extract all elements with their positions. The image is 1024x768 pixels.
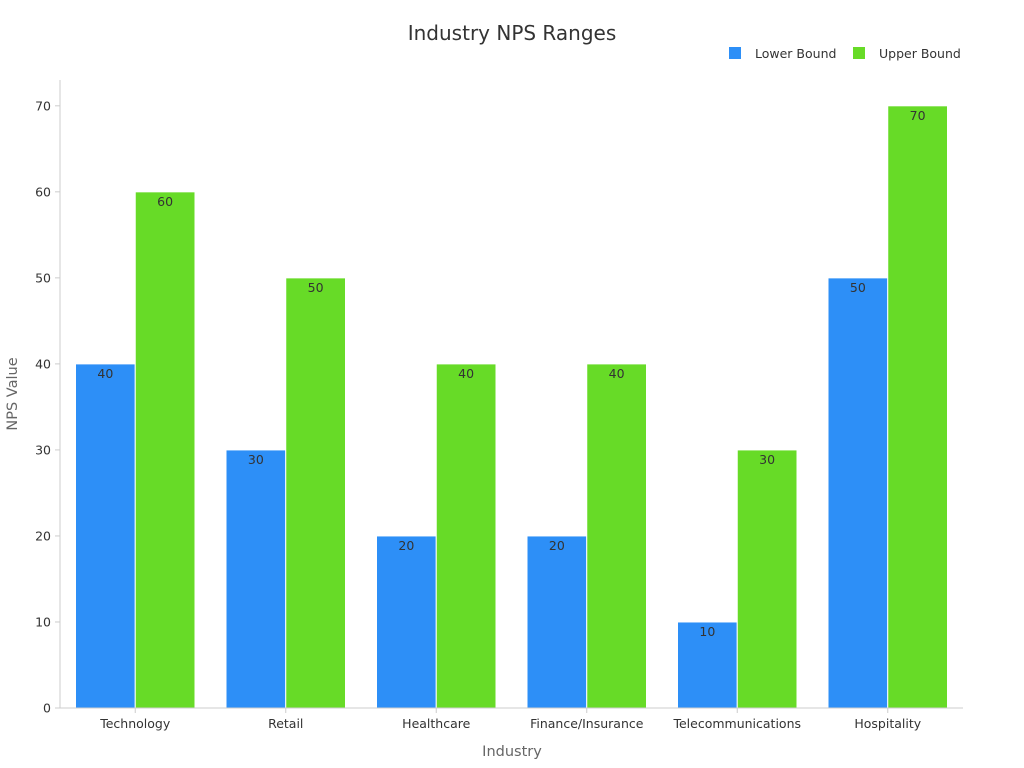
y-tick-label: 0 <box>43 701 51 716</box>
bar-retail-lower-bound <box>225 449 287 709</box>
y-tick-label: 70 <box>35 98 51 113</box>
y-tick-label: 30 <box>35 442 51 457</box>
x-axis-title: Industry <box>482 744 542 760</box>
y-ticks: 0 10 20 30 40 50 60 70 <box>35 98 60 716</box>
data-label-retail-lower-bound: 30 <box>248 452 264 467</box>
legend-swatch-upper-bound <box>853 47 865 59</box>
legend-swatch-lower-bound <box>729 47 741 59</box>
bar-retail-upper-bound <box>285 277 346 709</box>
bar-technology-lower-bound <box>75 363 136 709</box>
data-label-finance-insurance-lower-bound: 20 <box>549 538 565 553</box>
y-tick-label: 60 <box>35 184 51 199</box>
x-tick-label-technology: Technology <box>99 716 171 731</box>
data-label-retail-upper-bound: 50 <box>308 280 324 295</box>
y-tick-label: 10 <box>35 614 51 629</box>
y-tick-label: 50 <box>35 270 51 285</box>
x-tick-label-healthcare: Healthcare <box>402 716 470 731</box>
bar-telecommunications-upper-bound <box>736 449 798 709</box>
legend-label-lower-bound: Lower Bound <box>755 46 836 61</box>
bar-healthcare-lower-bound <box>376 535 437 709</box>
data-label-technology-upper-bound: 60 <box>157 194 173 209</box>
x-tick-label-retail: Retail <box>268 716 303 731</box>
y-axis-title: NPS Value <box>5 357 21 430</box>
bar-healthcare-upper-bound <box>435 363 497 709</box>
data-label-healthcare-upper-bound: 40 <box>458 366 474 381</box>
data-label-telecommunications-lower-bound: 10 <box>699 624 715 639</box>
data-label-hospitality-lower-bound: 50 <box>850 280 866 295</box>
x-tick-label-telecommunications: Telecommunications <box>672 716 801 731</box>
data-label-telecommunications-upper-bound: 30 <box>759 452 775 467</box>
data-label-hospitality-upper-bound: 70 <box>910 108 926 123</box>
chart-title: Industry NPS Ranges <box>408 21 617 45</box>
bar-finance-insurance-upper-bound <box>586 363 647 709</box>
data-label-finance-insurance-upper-bound: 40 <box>609 366 625 381</box>
bar-finance-insurance-lower-bound <box>526 535 588 709</box>
data-label-healthcare-lower-bound: 20 <box>398 538 414 553</box>
bar-technology-upper-bound <box>134 191 196 709</box>
legend-label-upper-bound: Upper Bound <box>879 46 961 61</box>
bar-hospitality-upper-bound <box>887 105 948 709</box>
bars <box>75 105 948 709</box>
data-label-technology-lower-bound: 40 <box>97 366 113 381</box>
legend: Lower Bound Upper Bound <box>729 46 961 61</box>
x-tick-label-hospitality: Hospitality <box>854 716 921 731</box>
data-labels: 40 60 30 50 20 40 20 40 10 30 50 70 <box>97 108 925 639</box>
x-tick-label-finance-insurance: Finance/Insurance <box>530 716 644 731</box>
bar-hospitality-lower-bound <box>827 277 889 709</box>
x-ticks: Technology Retail Healthcare Finance/Insura… <box>99 708 922 731</box>
y-tick-label: 20 <box>35 528 51 543</box>
y-tick-label: 40 <box>35 356 51 371</box>
